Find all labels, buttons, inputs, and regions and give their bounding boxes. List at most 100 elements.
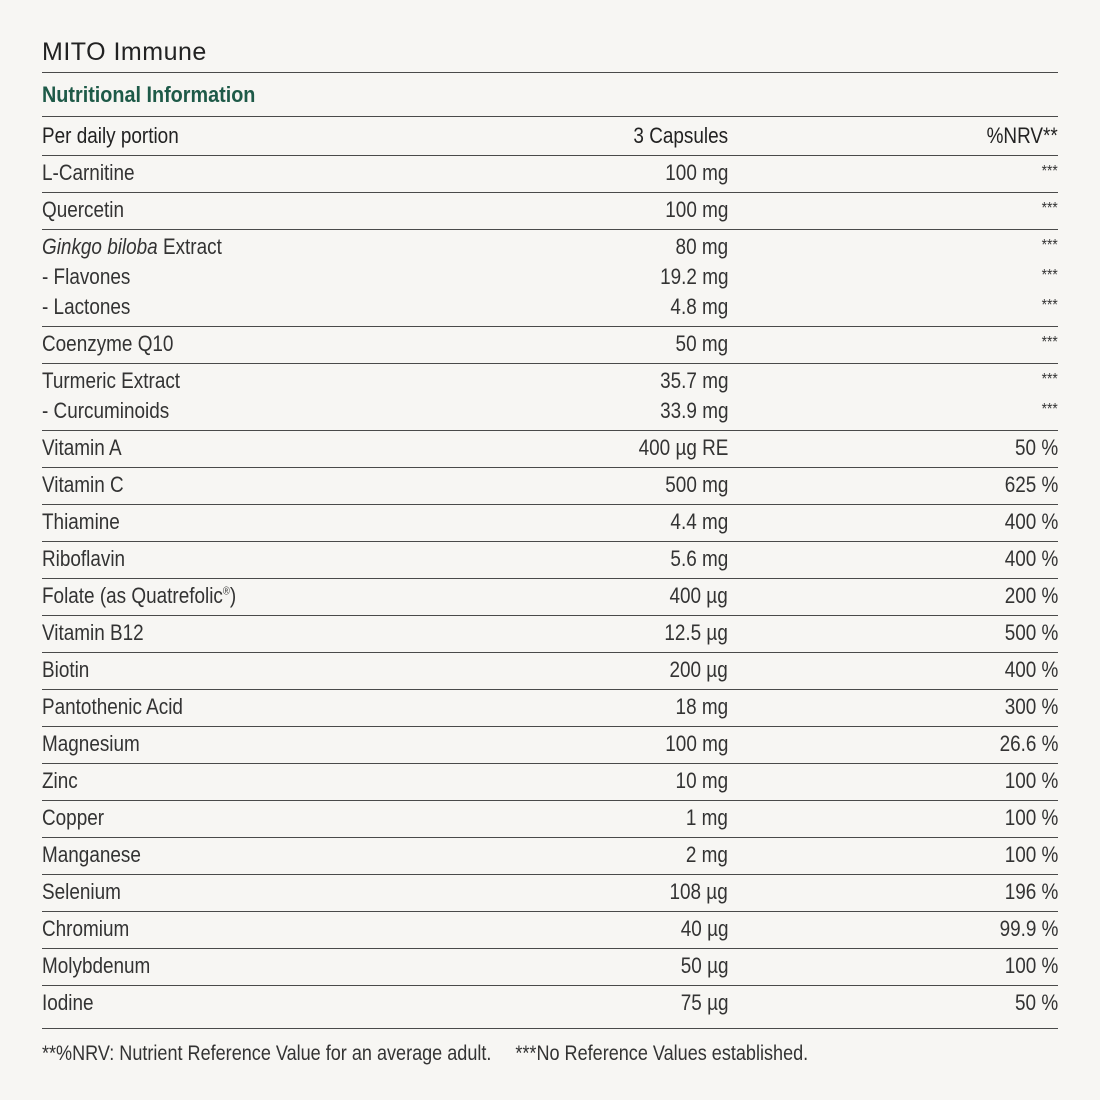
nutrient-nrv: ***	[1041, 267, 1058, 284]
nutrient-nrv: 99.9 %	[999, 916, 1058, 941]
nutrient-name: Molybdenum	[42, 953, 151, 978]
nutrient-name: Turmeric Extract	[42, 368, 181, 393]
table-row-group: L-Carnitine 100 mg ***	[42, 156, 1058, 193]
header-name: Per daily portion	[42, 123, 179, 148]
table-body: L-Carnitine 100 mg *** Quercetin 100 mg *** Gi…	[42, 156, 1058, 1022]
nutrition-table: Per daily portion 3 Capsules %NRV** L-Ca…	[42, 116, 1058, 1022]
nutrient-nrv: ***	[1041, 200, 1058, 217]
nutrient-name: Vitamin A	[42, 435, 122, 460]
table-row-group: Vitamin A 400 µg RE 50 %	[42, 431, 1058, 468]
table-row: Ginkgo biloba Extract 80 mg ***	[42, 232, 1058, 262]
nutrient-nrv: ***	[1041, 401, 1058, 418]
nutrient-amount: 10 mg	[675, 768, 728, 793]
table-row-group: Pantothenic Acid 18 mg 300 %	[42, 690, 1058, 727]
nutrient-amount: 50 µg	[680, 953, 728, 978]
footnote-nrv: **%NRV: Nutrient Reference Value for an …	[42, 1042, 492, 1065]
nutrient-name: Zinc	[42, 768, 78, 793]
table-row: Molybdenum 50 µg 100 %	[42, 951, 1058, 981]
table-row-group: Ginkgo biloba Extract 80 mg *** - Flavones 1…	[42, 230, 1058, 327]
footnote-no-reference: ***No Reference Values established.	[515, 1042, 809, 1065]
table-row: Vitamin A 400 µg RE 50 %	[42, 433, 1058, 463]
nutrient-amount: 400 µg RE	[638, 435, 728, 460]
nutrient-name: Pantothenic Acid	[42, 694, 183, 719]
nutrient-amount: 35.7 mg	[659, 368, 728, 393]
table-row: Zinc 10 mg 100 %	[42, 766, 1058, 796]
nutrient-name: Iodine	[42, 990, 94, 1015]
table-row: Copper 1 mg 100 %	[42, 803, 1058, 833]
table-row-group: Zinc 10 mg 100 %	[42, 764, 1058, 801]
nutrient-amount: 100 mg	[664, 197, 728, 222]
nutrient-nrv: 100 %	[1004, 805, 1058, 830]
table-row: Selenium 108 µg 196 %	[42, 877, 1058, 907]
table-row-group: Riboflavin 5.6 mg 400 %	[42, 542, 1058, 579]
nutrient-name: Folate (as Quatrefolic®)	[42, 583, 237, 608]
nutrient-nrv: 100 %	[1004, 768, 1058, 793]
nutrient-name: Quercetin	[42, 197, 125, 222]
header-nrv: %NRV**	[986, 123, 1058, 148]
nutrient-name: Selenium	[42, 879, 121, 904]
nutrient-name: Manganese	[42, 842, 141, 867]
table-row: Iodine 75 µg 50 %	[42, 988, 1058, 1018]
table-row-group: Selenium 108 µg 196 %	[42, 875, 1058, 912]
nutrient-name: Coenzyme Q10	[42, 331, 174, 356]
table-row-group: Chromium 40 µg 99.9 %	[42, 912, 1058, 949]
nutrient-nrv: 200 %	[1004, 583, 1058, 608]
table-row-group: Iodine 75 µg 50 %	[42, 986, 1058, 1022]
nutrient-nrv: 300 %	[1004, 694, 1058, 719]
nutrient-name: - Flavones	[42, 264, 131, 289]
nutrient-amount: 19.2 mg	[659, 264, 728, 289]
table-row: Biotin 200 µg 400 %	[42, 655, 1058, 685]
nutrient-amount: 200 µg	[669, 657, 728, 682]
nutrient-amount: 4.4 mg	[670, 509, 728, 534]
table-row-group: Molybdenum 50 µg 100 %	[42, 949, 1058, 986]
nutrient-amount: 1 mg	[685, 805, 728, 830]
nutrient-nrv: ***	[1041, 297, 1058, 314]
nutrient-nrv: ***	[1041, 237, 1058, 254]
nutrient-amount: 100 mg	[664, 160, 728, 185]
nutrient-name: Riboflavin	[42, 546, 126, 571]
table-row: - Curcuminoids 33.9 mg ***	[42, 396, 1058, 426]
table-row: Magnesium 100 mg 26.6 %	[42, 729, 1058, 759]
table-row: Thiamine 4.4 mg 400 %	[42, 507, 1058, 537]
nutrient-amount: 500 mg	[664, 472, 728, 497]
nutrient-name: Ginkgo biloba Extract	[42, 234, 222, 259]
header-amount: 3 Capsules	[633, 123, 728, 148]
nutrient-nrv: 50 %	[1014, 990, 1058, 1015]
nutrient-name: Vitamin B12	[42, 620, 144, 645]
table-row: Vitamin C 500 mg 625 %	[42, 470, 1058, 500]
nutrient-nrv: 400 %	[1004, 546, 1058, 571]
nutrient-amount: 33.9 mg	[659, 398, 728, 423]
table-row: Pantothenic Acid 18 mg 300 %	[42, 692, 1058, 722]
table-row: - Lactones 4.8 mg ***	[42, 292, 1058, 322]
nutrient-name: Chromium	[42, 916, 130, 941]
table-row-group: Copper 1 mg 100 %	[42, 801, 1058, 838]
table-row-group: Turmeric Extract 35.7 mg *** - Curcuminoids…	[42, 364, 1058, 431]
nutrient-nrv: 196 %	[1004, 879, 1058, 904]
table-row: Turmeric Extract 35.7 mg ***	[42, 366, 1058, 396]
nutrient-amount: 400 µg	[669, 583, 728, 608]
nutrient-name: - Lactones	[42, 294, 131, 319]
footnotes: **%NRV: Nutrient Reference Value for an …	[42, 1042, 808, 1066]
table-row-group: Magnesium 100 mg 26.6 %	[42, 727, 1058, 764]
nutrient-amount: 50 mg	[675, 331, 728, 356]
nutrient-amount: 108 µg	[669, 879, 728, 904]
title-divider	[42, 72, 1058, 73]
nutrient-nrv: 500 %	[1004, 620, 1058, 645]
table-row-group: Quercetin 100 mg ***	[42, 193, 1058, 230]
nutrient-amount: 80 mg	[675, 234, 728, 259]
nutrient-amount: 12.5 µg	[664, 620, 728, 645]
nutrient-name: Copper	[42, 805, 105, 830]
table-row-group: Vitamin B12 12.5 µg 500 %	[42, 616, 1058, 653]
nutrient-name: L-Carnitine	[42, 160, 135, 185]
section-title: Nutritional Information	[42, 82, 256, 107]
nutrient-name: - Curcuminoids	[42, 398, 170, 423]
nutrient-nrv: 100 %	[1004, 953, 1058, 978]
table-row-group: Biotin 200 µg 400 %	[42, 653, 1058, 690]
nutrient-amount: 5.6 mg	[670, 546, 728, 571]
nutrient-name: Vitamin C	[42, 472, 124, 497]
nutrient-amount: 4.8 mg	[670, 294, 728, 319]
table-row: Chromium 40 µg 99.9 %	[42, 914, 1058, 944]
nutrient-name: Biotin	[42, 657, 90, 682]
nutrient-nrv: 50 %	[1014, 435, 1058, 460]
